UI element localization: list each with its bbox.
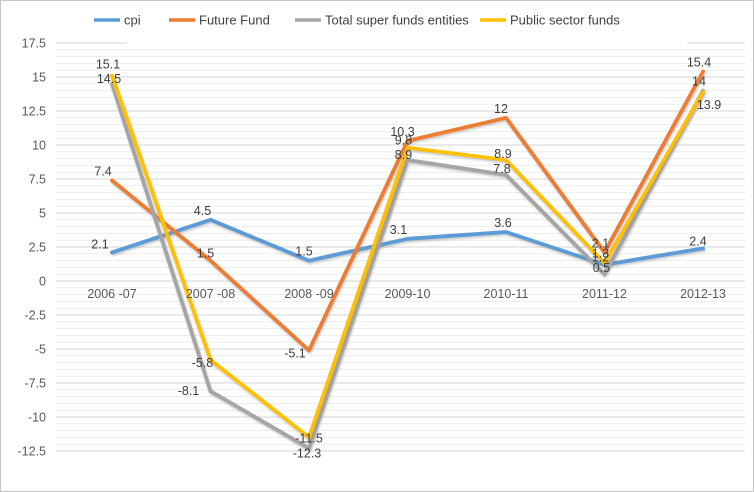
legend-label-4: Public sector funds bbox=[510, 13, 620, 28]
data-label: 3.1 bbox=[390, 223, 407, 237]
data-label: -5.8 bbox=[192, 356, 214, 370]
y-tick-label: -10 bbox=[28, 410, 46, 424]
y-tick-label: 7.5 bbox=[29, 172, 46, 186]
x-category-label: 2010-11 bbox=[484, 287, 529, 301]
data-label: 9.8 bbox=[395, 134, 412, 148]
x-category-label: 2007 -08 bbox=[186, 287, 235, 301]
y-tick-label: -5 bbox=[35, 342, 46, 356]
data-label: -5.1 bbox=[284, 346, 306, 360]
data-label: 15.4 bbox=[687, 56, 711, 70]
data-label: 13.9 bbox=[697, 98, 721, 112]
x-category-label: 2006 -07 bbox=[87, 287, 136, 301]
data-label: 3.6 bbox=[494, 216, 511, 230]
data-label: 14.5 bbox=[97, 72, 121, 86]
y-tick-label: -7.5 bbox=[24, 376, 46, 390]
data-label: 15.1 bbox=[96, 58, 120, 72]
data-label: 1.5 bbox=[295, 245, 312, 259]
series-lines bbox=[110, 69, 705, 451]
data-label: 14 bbox=[692, 75, 706, 89]
y-tick-label: 15 bbox=[32, 70, 46, 84]
gridlines bbox=[56, 42, 745, 452]
data-label: -8.1 bbox=[178, 384, 200, 398]
series-line-4 bbox=[110, 73, 705, 440]
data-label: -12.3 bbox=[293, 446, 322, 460]
data-label: 1.2 bbox=[592, 251, 609, 265]
data-labels: 2.1 4.5 1.5 3.1 3.6 1.2 2.4 7.4 1.5 -5.1 10.3 12 2.1… bbox=[91, 56, 721, 461]
y-tick-label: 5 bbox=[39, 206, 46, 220]
data-label: 8.9 bbox=[494, 147, 511, 161]
x-category-label: 2012-13 bbox=[680, 287, 726, 301]
data-label: 1.5 bbox=[197, 247, 214, 261]
x-category-label: 2011-12 bbox=[582, 287, 627, 301]
data-label: 2.4 bbox=[689, 234, 706, 248]
legend-label-2: Future Fund bbox=[199, 13, 270, 28]
data-label: -11.5 bbox=[295, 431, 323, 445]
chart-legend: cpi Future Fund Total super funds entities… bbox=[94, 5, 687, 47]
x-category-label: 2008 -09 bbox=[284, 287, 333, 301]
y-tick-label: 12.5 bbox=[22, 104, 46, 118]
data-label: 0.5 bbox=[593, 261, 610, 275]
y-tick-label: -12.5 bbox=[18, 444, 47, 458]
data-label: 7.4 bbox=[94, 164, 111, 178]
data-label: 2.1 bbox=[592, 236, 609, 250]
x-category-label: 2009-10 bbox=[385, 287, 431, 301]
y-tick-label: 17.5 bbox=[22, 36, 46, 50]
legend-background bbox=[127, 5, 687, 47]
y-tick-label: 10 bbox=[32, 138, 46, 152]
data-label: 12 bbox=[494, 102, 508, 116]
y-tick-label: -2.5 bbox=[24, 308, 46, 322]
legend-label-3: Total super funds entities bbox=[325, 13, 469, 28]
series-line-3 bbox=[110, 81, 705, 451]
data-label: 10.3 bbox=[390, 125, 414, 139]
data-label: 7.8 bbox=[493, 162, 510, 176]
axis-labels: 17.5 15 12.5 10 7.5 5 2.5 0 -2.5 -5 -7.5 -10 -12.5 20… bbox=[18, 36, 726, 458]
data-label: 8.9 bbox=[395, 148, 412, 162]
data-label: 1.3 bbox=[592, 246, 609, 260]
y-tick-label: 2.5 bbox=[29, 240, 46, 254]
data-label: 4.5 bbox=[194, 204, 211, 218]
series-line-2 bbox=[110, 69, 705, 353]
data-label: 2.1 bbox=[91, 237, 108, 251]
y-tick-label: 0 bbox=[39, 274, 46, 288]
legend-label-1: cpi bbox=[124, 13, 141, 28]
